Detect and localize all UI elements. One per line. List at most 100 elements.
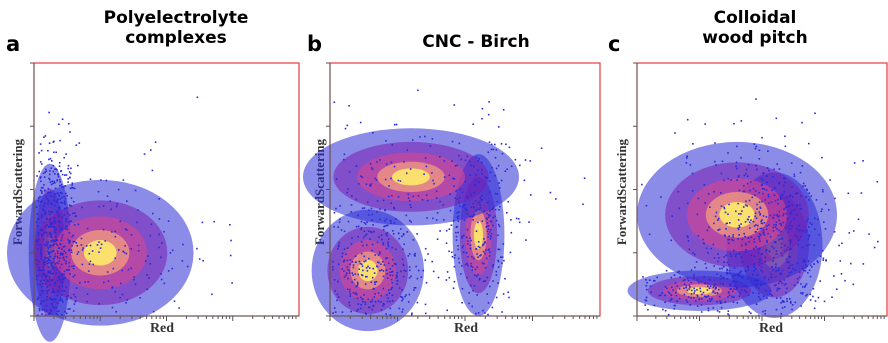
scatter-point <box>728 314 730 317</box>
scatter-point <box>41 308 43 311</box>
scatter-point <box>387 297 389 299</box>
scatter-point <box>62 186 65 189</box>
scatter-point <box>738 189 741 192</box>
scatter-point <box>59 229 61 231</box>
scatter-point <box>410 313 413 316</box>
scatter-point <box>775 266 777 268</box>
scatter-point <box>389 307 392 310</box>
scatter-point <box>710 247 713 250</box>
scatter-point <box>715 164 717 166</box>
scatter-point <box>451 160 453 162</box>
scatter-point <box>789 195 791 198</box>
scatter-point <box>341 311 344 313</box>
scatter-point <box>355 165 358 167</box>
scatter-point <box>821 189 824 191</box>
scatter-point <box>671 298 673 300</box>
scatter-point <box>431 138 434 140</box>
scatter-point <box>487 313 489 316</box>
scatter-point <box>666 287 668 290</box>
scatter-point <box>467 264 469 267</box>
scatter-point <box>753 238 755 241</box>
scatter-point <box>356 293 358 296</box>
scatter-point <box>796 205 798 207</box>
scatter-point <box>401 289 403 291</box>
scatter-point <box>770 201 773 203</box>
scatter-point <box>63 214 65 216</box>
scatter-point <box>494 192 497 195</box>
scatter-point <box>343 260 345 263</box>
scatter-point <box>737 202 739 205</box>
scatter-point <box>771 294 773 297</box>
scatter-point <box>486 212 488 215</box>
scatter-point <box>723 277 725 279</box>
scatter-point <box>809 299 812 301</box>
scatter-point <box>746 277 749 280</box>
scatter-point <box>76 253 79 255</box>
scatter-point <box>766 167 769 169</box>
scatter-point <box>484 312 486 314</box>
scatter-point <box>488 214 491 217</box>
scatter-point <box>54 231 57 234</box>
scatter-point <box>763 221 766 224</box>
scatter-point <box>64 197 67 200</box>
scatter-point <box>393 206 395 209</box>
scatter-point <box>409 253 411 255</box>
scatter-point <box>525 239 527 241</box>
scatter-point <box>427 253 429 255</box>
scatter-point <box>671 286 673 288</box>
scatter-point <box>58 271 61 273</box>
scatter-point <box>797 281 799 284</box>
scatter-point <box>694 253 696 256</box>
scatter-point <box>496 200 499 203</box>
scatter-point <box>154 141 157 143</box>
scatter-point <box>852 230 855 232</box>
x-axis-label: Red <box>758 321 784 336</box>
scatter-point <box>398 307 401 310</box>
scatter-point <box>745 200 747 203</box>
scatter-point <box>744 242 747 245</box>
scatter-point <box>746 182 749 185</box>
scatter-point <box>85 245 88 247</box>
scatter-point <box>380 294 382 297</box>
scatter-point <box>446 271 449 273</box>
scatter-point <box>472 219 474 221</box>
scatter-point <box>645 296 648 299</box>
scatter-point <box>344 127 347 130</box>
scatter-point <box>713 222 715 225</box>
scatter-point <box>454 197 456 199</box>
scatter-point <box>377 300 380 303</box>
scatter-point <box>758 292 760 295</box>
scatter-point <box>352 264 355 266</box>
scatter-point <box>710 299 713 301</box>
scatter-point <box>468 160 471 163</box>
scatter-point <box>61 202 64 204</box>
scatter-point <box>370 167 373 169</box>
scatter-point <box>126 299 129 301</box>
scatter-point <box>59 243 61 245</box>
scatter-point <box>391 265 394 267</box>
scatter-point <box>780 280 782 283</box>
scatter-point <box>748 216 750 218</box>
scatter-point <box>56 255 59 258</box>
scatter-point <box>198 258 201 260</box>
scatter-point <box>123 251 126 254</box>
scatter-point <box>105 179 108 182</box>
scatter-point <box>686 202 689 205</box>
scatter-point <box>740 289 743 292</box>
scatter-point <box>486 230 489 233</box>
scatter-point <box>807 238 810 240</box>
scatter-point <box>82 247 84 249</box>
scatter-point <box>804 286 806 288</box>
scatter-point <box>36 243 39 246</box>
scatter-point <box>693 292 695 294</box>
scatter-point <box>181 260 184 262</box>
scatter-point <box>728 291 730 293</box>
scatter-point <box>761 219 763 221</box>
scatter-point <box>749 227 751 229</box>
scatter-point <box>364 283 367 285</box>
scatter-point <box>821 156 823 159</box>
scatter-point <box>400 270 402 273</box>
scatter-point <box>716 300 718 303</box>
scatter-point <box>766 297 768 299</box>
scatter-point <box>785 291 787 294</box>
